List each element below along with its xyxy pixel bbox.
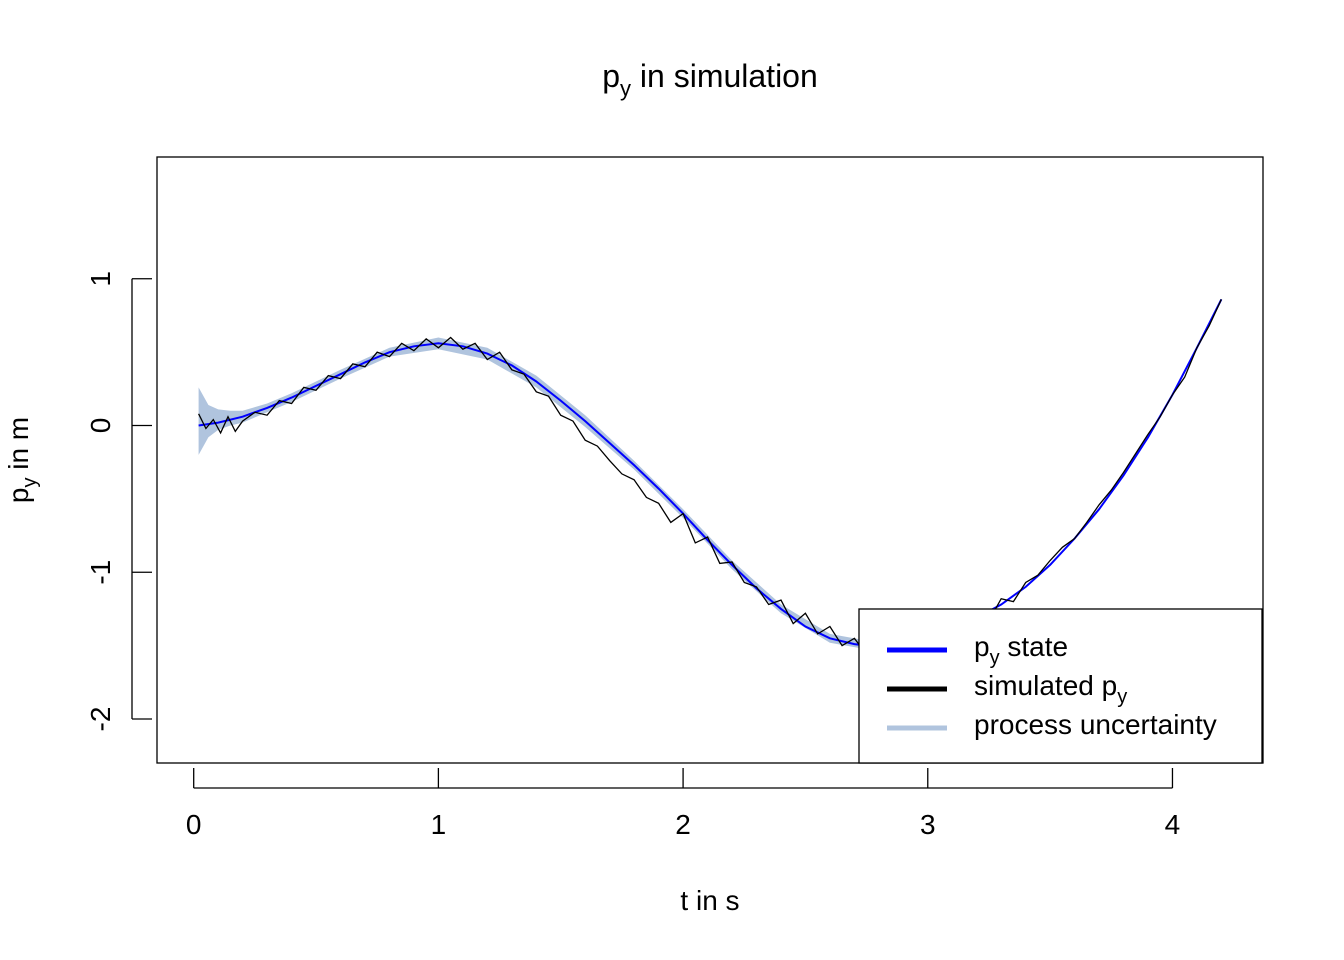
simulated-line (198, 299, 1222, 656)
legend-label-state: py state (974, 631, 1068, 669)
y-tick-label: 0 (85, 418, 116, 434)
state-line (198, 298, 1223, 649)
legend: py state simulated py process uncertaint… (858, 608, 1263, 764)
x-tick-label: 0 (186, 809, 202, 840)
legend-label-simulated: simulated py (974, 670, 1127, 708)
x-tick-label: 1 (431, 809, 447, 840)
plot-area (198, 298, 1223, 656)
x-tick-label: 4 (1165, 809, 1181, 840)
plot-frame (156, 156, 1264, 764)
x-axis-label: t in s (680, 885, 739, 916)
legend-label-uncertainty: process uncertainty (974, 709, 1217, 740)
chart-title: py in simulation (602, 58, 818, 101)
x-tick-label: 3 (920, 809, 936, 840)
y-axis-label: py in m (3, 417, 41, 503)
axes: 0 1 2 3 4 -2 -1 0 1 (85, 271, 1180, 840)
x-tick-label: 2 (675, 809, 691, 840)
y-tick-label: -2 (85, 707, 116, 732)
y-tick-label: -1 (85, 560, 116, 585)
legend-box (858, 608, 1263, 764)
y-tick-label: 1 (85, 271, 116, 287)
